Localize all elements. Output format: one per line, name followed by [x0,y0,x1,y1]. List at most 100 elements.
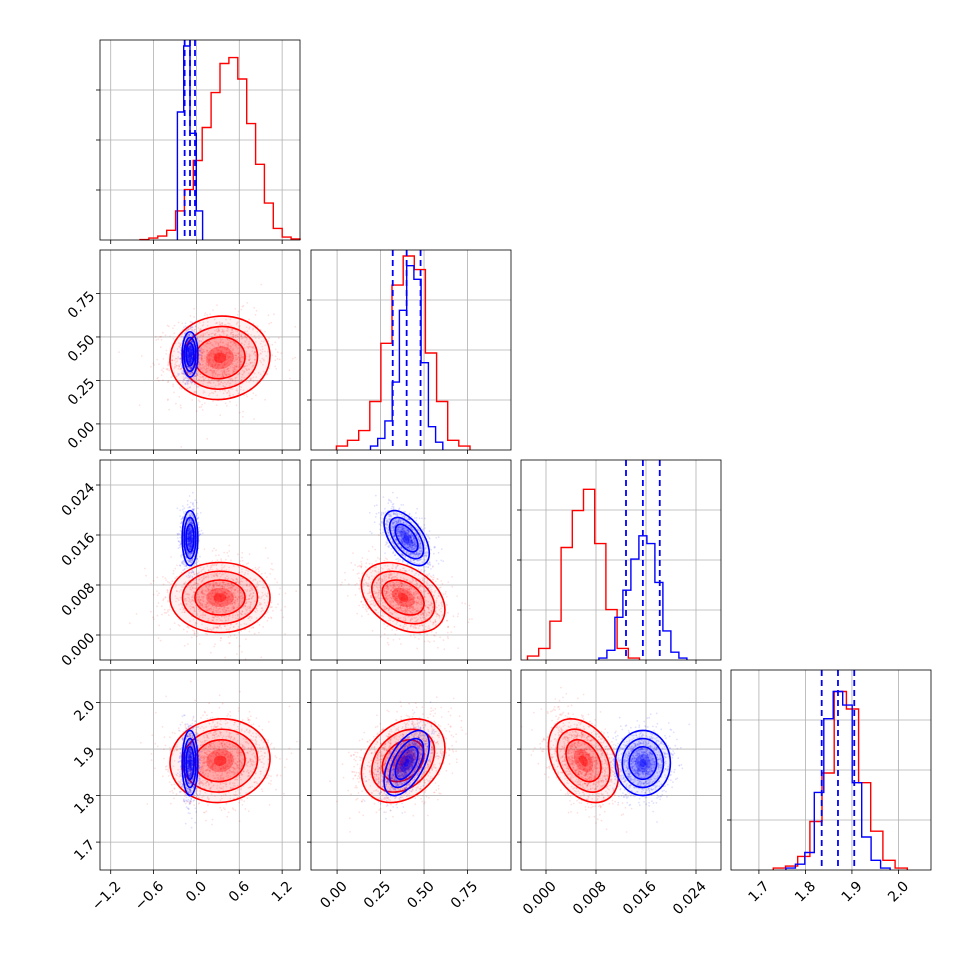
scatter-point [233,365,236,367]
scatter-point [188,334,191,337]
scatter-point [182,372,185,375]
scatter-point [198,346,201,349]
scatter-point [179,352,182,355]
scatter-point [186,366,189,368]
scatter-point [262,340,265,343]
scatter-point [213,599,216,602]
scatter-point [214,353,217,355]
scatter-point [205,606,208,608]
scatter-point [208,359,210,362]
scatter-point [239,359,241,362]
scatter-point [165,579,168,582]
scatter-point [187,348,190,350]
scatter-point [215,362,218,364]
scatter-point [219,345,222,348]
scatter-point [244,335,246,338]
scatter-point [191,399,194,401]
scatter-point [191,600,194,602]
scatter-point [186,356,189,359]
scatter-point [200,357,203,360]
scatter-point [238,359,241,362]
scatter-point [191,352,193,355]
scatter-point [209,362,212,364]
scatter-point [222,366,225,369]
scatter-point [182,378,185,381]
scatter-point [215,356,218,359]
scatter-point [252,322,255,325]
scatter-point [189,359,192,361]
scatter-point [185,570,188,572]
scatter-point [190,636,193,639]
scatter-point [188,361,191,363]
scatter-point [187,346,190,348]
scatter-point [230,363,233,366]
scatter-point [248,380,251,383]
scatter-point [179,357,182,360]
scatter-point [190,348,192,351]
scatter-point [216,351,218,354]
scatter-point [181,332,184,335]
scatter-point [245,339,248,341]
scatter-point [236,334,239,336]
scatter-point [253,306,256,309]
scatter-point [197,582,200,585]
scatter-point [271,354,274,356]
scatter-point [185,330,188,333]
scatter-point [188,348,190,351]
scatter-point [185,326,188,329]
scatter-point [211,349,214,352]
scatter-point [188,347,191,350]
scatter-point [196,512,199,515]
scatter-point [206,381,209,384]
scatter-point [189,362,192,365]
scatter-point [214,626,217,629]
scatter-point [270,321,272,324]
scatter-point [232,331,234,334]
scatter-point [234,336,237,339]
scatter-point [232,336,235,338]
scatter-point [274,359,277,362]
scatter-point [223,386,226,389]
scatter-point [220,352,223,354]
scatter-point [200,406,203,408]
scatter-point [189,353,191,356]
scatter-point [248,585,251,588]
scatter-point [225,324,228,326]
scatter-point [238,337,241,339]
scatter-point [220,381,223,383]
scatter-point [225,352,228,354]
scatter-point [187,356,190,359]
scatter-point [235,329,237,332]
scatter-point [228,351,231,354]
scatter-point [223,386,226,389]
scatter-point [213,617,216,619]
scatter-point [191,353,194,356]
scatter-point [187,335,190,338]
scatter-point [226,607,229,609]
scatter-point [249,362,252,365]
scatter-point [190,371,193,374]
scatter-point [189,372,192,375]
scatter-point [245,380,248,383]
scatter-point [189,352,192,354]
scatter-point [195,333,198,335]
scatter-point [217,364,219,366]
scatter-point [179,515,182,517]
scatter-point [202,324,205,326]
scatter-point [252,392,255,394]
scatter-point [176,348,179,350]
scatter-point [261,350,264,353]
scatter-point [187,350,189,353]
scatter-point [189,353,191,356]
scatter-point [211,363,214,366]
scatter-point [234,596,237,598]
scatter-point [191,354,194,357]
scatter-point [217,351,219,354]
scatter-point [190,357,193,360]
scatter-point [186,383,189,386]
scatter-point [228,590,231,593]
scatter-point [227,381,229,384]
scatter-point [250,346,253,349]
scatter-point [208,358,211,361]
scatter-point [295,590,298,593]
